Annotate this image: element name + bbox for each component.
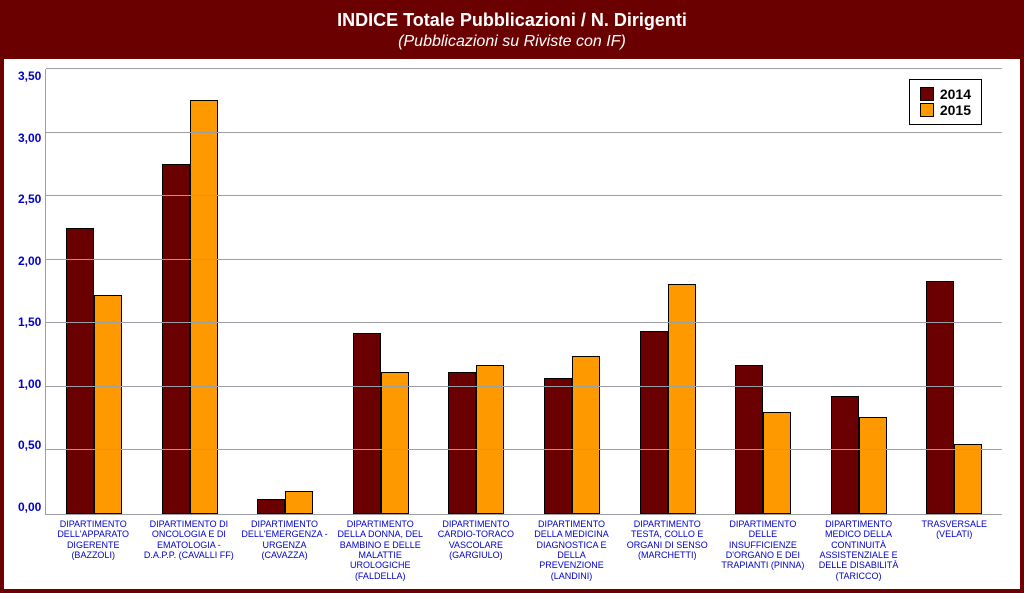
y-axis: 3,50 3,00 2,50 2,00 1,50 1,00 0,50 0,00 [18,69,45,514]
x-label: DIPARTIMENTO DELL'APPARATO DIGERENTE (BA… [45,519,141,581]
plot-column: 20142015 DIPARTIMENTO DELL'APPARATO DIGE… [45,69,1002,581]
legend-row: 2014 [920,86,971,102]
bar-2015 [954,444,982,514]
bar-2014 [448,372,476,514]
y-tick: 1,00 [18,377,41,391]
x-labels: DIPARTIMENTO DELL'APPARATO DIGERENTE (BA… [45,519,1002,581]
x-label: DIPARTIMENTO DELL'EMERGENZA -URGENZA (CA… [237,519,333,581]
legend-row: 2015 [920,102,971,118]
plot-area: 20142015 [45,69,1002,515]
bar-group [811,69,907,514]
y-tick: 1,50 [18,315,41,329]
plot-wrap: 3,50 3,00 2,50 2,00 1,50 1,00 0,50 0,00 2014201… [4,59,1020,589]
bar-2015 [285,491,313,514]
y-tick: 3,00 [18,131,41,145]
y-tick: 0,50 [18,438,41,452]
bar-2014 [926,281,954,514]
y-tick: 3,50 [18,69,41,83]
gridline [46,68,1002,69]
bar-2014 [257,499,285,514]
title-band: INDICE Totale Pubblicazioni / N. Dirigen… [4,4,1020,59]
bar-2014 [353,333,381,514]
x-label: DIPARTIMENTO DELLA MEDICINA DIAGNOSTICA … [524,519,620,581]
bar-group [524,69,620,514]
legend-label: 2014 [940,86,971,102]
gridline [46,259,1002,260]
bars-row [46,69,1002,514]
bar-2015 [381,372,409,514]
gridline [46,449,1002,450]
x-label: DIPARTIMENTO CARDIO-TORACO VASCOLARE (GA… [428,519,524,581]
legend-swatch [920,87,934,101]
x-label: DIPARTIMENTO DELLE INSUFFICIENZE D'ORGAN… [715,519,811,581]
bar-2015 [476,365,504,514]
chart-card: INDICE Totale Pubblicazioni / N. Dirigen… [0,0,1024,593]
bar-group [46,69,142,514]
bar-2014 [831,396,859,514]
bar-group [429,69,525,514]
bar-2014 [544,378,572,514]
x-label: DIPARTIMENTO MEDICO DELLA CONTINUITÀ ASS… [811,519,907,581]
chart-title: INDICE Totale Pubblicazioni / N. Dirigen… [14,10,1010,31]
bar-2015 [859,417,887,514]
bar-group [715,69,811,514]
legend-swatch [920,103,934,117]
gridline [46,322,1002,323]
gridline [46,195,1002,196]
legend: 20142015 [909,79,982,125]
bar-group [906,69,1002,514]
bar-group [333,69,429,514]
bar-2015 [572,356,600,514]
bar-2014 [66,228,94,514]
y-tick: 2,00 [18,254,41,268]
x-label: DIPARTIMENTO DELLA DONNA, DEL BAMBINO E … [332,519,428,581]
legend-label: 2015 [940,102,971,118]
x-label: TRASVERSALE (VELATI) [906,519,1002,581]
bar-group [620,69,716,514]
gridline [46,386,1002,387]
bar-2014 [640,331,668,514]
bar-2014 [735,365,763,514]
chart-subtitle: (Pubblicazioni su Riviste con IF) [14,33,1010,51]
y-tick: 2,50 [18,192,41,206]
bar-2015 [190,100,218,514]
x-label: DIPARTIMENTO DI ONCOLOGIA E DI EMATOLOGI… [141,519,237,581]
gridline [46,132,1002,133]
bar-2015 [94,295,122,514]
bar-2014 [162,164,190,514]
bar-2015 [668,284,696,514]
bar-group [142,69,238,514]
y-tick: 0,00 [18,500,41,514]
x-label: DIPARTIMENTO TESTA, COLLO E ORGANI DI SE… [619,519,715,581]
bar-2015 [763,412,791,514]
bar-group [237,69,333,514]
